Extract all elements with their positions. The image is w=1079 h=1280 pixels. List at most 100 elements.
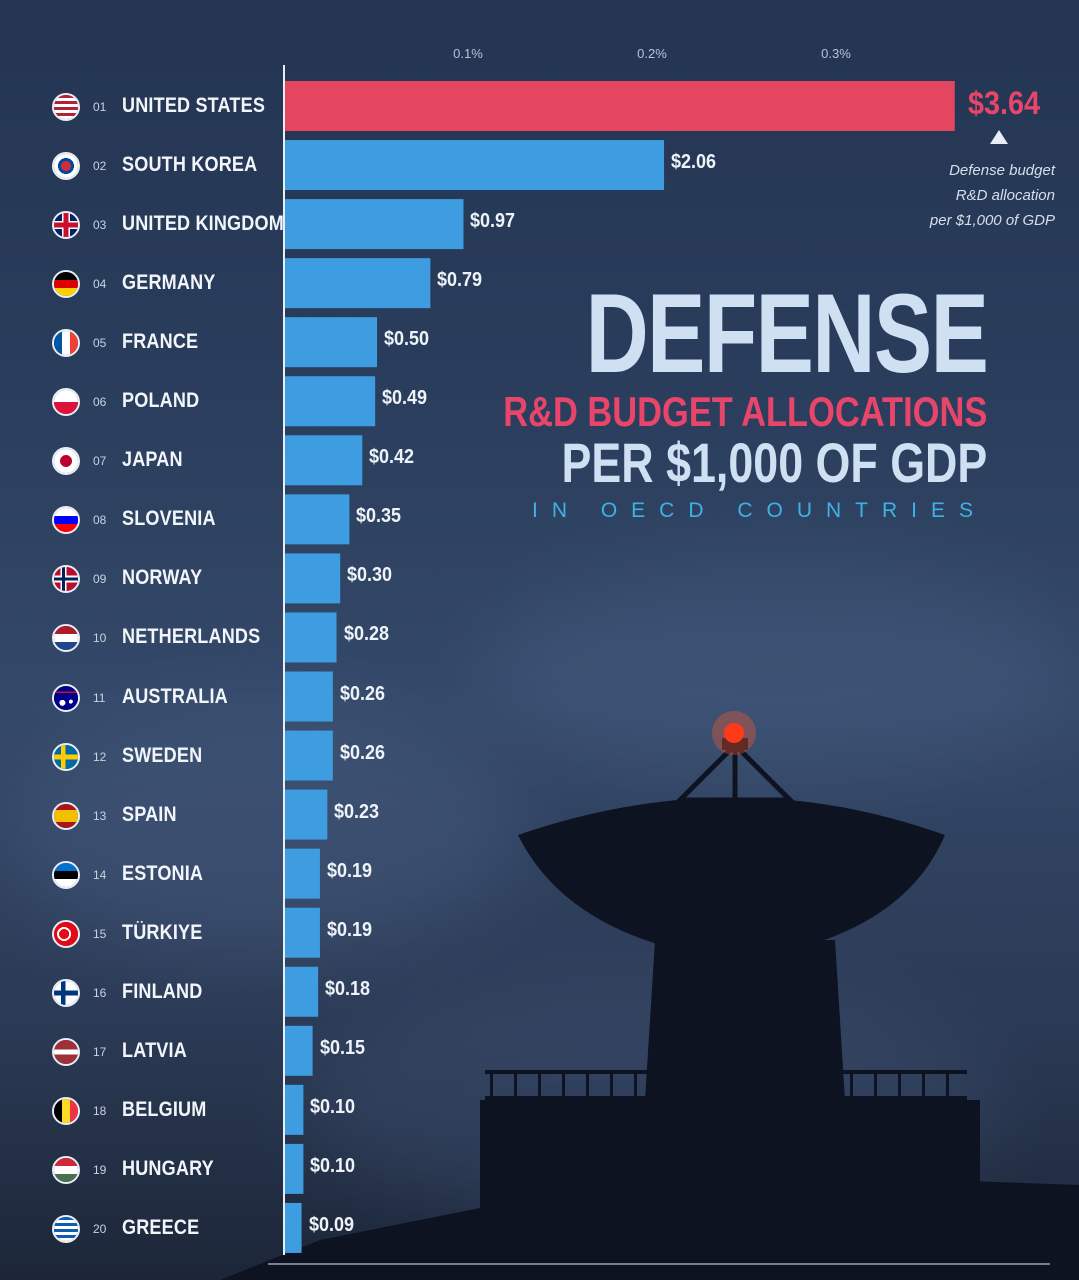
railing-post [586, 1070, 589, 1102]
rank-label: 02 [93, 159, 107, 174]
value-label: $0.10 [310, 1154, 356, 1177]
value-label: $0.42 [369, 446, 415, 469]
country-name: POLAND [122, 389, 200, 413]
chart-row: 18 BELGIUM $0.10 [0, 1083, 1079, 1142]
chart-subtitle-2: PER $1,000 OF GDP [561, 431, 987, 494]
bar-us [285, 81, 955, 131]
bar-finland [285, 966, 319, 1017]
chart-row: 15 TÜRKIYE $0.19 [0, 906, 1079, 965]
radar-dish-silhouette [220, 738, 1079, 1280]
chart-title: DEFENSE [585, 271, 988, 396]
country-name: TÜRKIYE [122, 920, 203, 944]
value-label: $0.97 [470, 210, 516, 233]
chart-row: 20 GREECE $0.09 [0, 1201, 1079, 1260]
spain-flag-icon [52, 801, 80, 830]
chart-row: 06 POLAND $0.49 [0, 374, 1079, 433]
value-label: $0.19 [326, 918, 373, 941]
rank-label: 01 [93, 100, 107, 114]
annotation-note: Defense budget R&D allocation per $1,000… [930, 158, 1055, 233]
bar-netherlands [285, 612, 337, 663]
bar-germany [285, 258, 431, 309]
title-block: DEFENSE R&D BUDGET ALLOCATIONS PER $1,00… [397, 271, 989, 526]
bar-greece [285, 1202, 302, 1253]
chart-row: 08 SLOVENIA $0.35 [0, 492, 1079, 551]
rank-label: 19 [93, 1162, 107, 1177]
country-name: UNITED KINGDOM [122, 212, 284, 236]
bar-uk [285, 199, 464, 250]
bar-south-korea [285, 140, 665, 191]
rank-label: 16 [93, 985, 107, 1000]
bar-norway [285, 553, 341, 604]
railing-post [898, 1070, 901, 1102]
bar-turkiye [285, 907, 320, 958]
value-label: $2.06 [671, 151, 717, 174]
chart-row: 09 NORWAY $0.30 [0, 551, 1079, 610]
value-label: $0.79 [437, 269, 483, 292]
railing-post [610, 1070, 613, 1102]
slovenia-flag-icon [52, 506, 80, 535]
value-label: $0.10 [310, 1095, 356, 1118]
value-label: $0.30 [347, 564, 393, 587]
rank-label: 05 [93, 336, 107, 351]
country-name: FRANCE [122, 330, 199, 354]
chart-row: 16 FINLAND $0.18 [0, 965, 1079, 1024]
rank-label: 09 [93, 572, 107, 587]
value-label: $0.09 [308, 1213, 354, 1236]
bar-poland [285, 376, 376, 427]
japan-flag-icon [52, 447, 80, 476]
bar-australia [285, 671, 333, 722]
country-name: HUNGARY [122, 1156, 214, 1180]
sweden-flag-icon [52, 742, 80, 771]
rank-label: 10 [93, 631, 107, 646]
annotation-arrow-icon [990, 130, 1008, 144]
country-name: BELGIUM [122, 1097, 207, 1121]
bar-latvia [285, 1025, 313, 1076]
country-name: SPAIN [122, 802, 177, 826]
railing-post [562, 1070, 565, 1102]
rank-label: 03 [93, 218, 107, 233]
rank-label: 11 [93, 690, 106, 705]
railing-post [538, 1070, 541, 1102]
value-label: $3.64 [967, 85, 1040, 121]
value-label: $0.49 [382, 387, 428, 410]
rank-label: 13 [93, 808, 107, 823]
annotation-line-3: per $1,000 of GDP [929, 212, 1055, 229]
beacon-light-core [724, 723, 744, 743]
annotation-line-2: R&D allocation [955, 187, 1055, 204]
australia-flag-icon [52, 683, 80, 712]
bar-estonia [285, 848, 320, 899]
bar-spain [285, 789, 328, 840]
railing-post [850, 1070, 853, 1102]
value-label: $0.15 [319, 1036, 365, 1059]
latvia-flag-icon [52, 1037, 80, 1066]
value-label: $0.28 [343, 623, 389, 646]
bar-sweden [285, 730, 333, 781]
railing-post [922, 1070, 925, 1102]
chart-row: 14 ESTONIA $0.19 [0, 847, 1079, 906]
rank-label: 14 [93, 867, 107, 882]
rank-label: 20 [93, 1221, 107, 1236]
rank-label: 18 [93, 1103, 107, 1118]
railing-post [490, 1070, 493, 1102]
country-name: NORWAY [122, 566, 203, 590]
value-label: $0.23 [334, 800, 380, 823]
belgium-flag-icon [52, 1096, 80, 1125]
bars-layer [285, 81, 955, 1253]
chart-row: 03 UNITED KINGDOM $0.97 [0, 197, 1079, 256]
rank-label: 04 [93, 277, 107, 292]
greece-flag-icon [52, 1214, 80, 1243]
rank-label: 07 [93, 454, 107, 469]
netherlands-flag-icon [52, 624, 80, 653]
turkiye-flag-icon [52, 919, 80, 948]
value-label: $0.19 [326, 859, 373, 882]
x-tick-label: 0.3% [821, 46, 851, 61]
value-label: $0.26 [339, 682, 385, 705]
bar-belgium [285, 1084, 304, 1135]
chart-row: 02 SOUTH KOREA $2.06 [0, 138, 1079, 197]
hungary-flag-icon [52, 1155, 80, 1184]
poland-flag-icon [52, 388, 80, 417]
country-name: JAPAN [122, 448, 183, 472]
rank-label: 12 [93, 749, 107, 764]
value-label: $0.18 [325, 977, 371, 1000]
